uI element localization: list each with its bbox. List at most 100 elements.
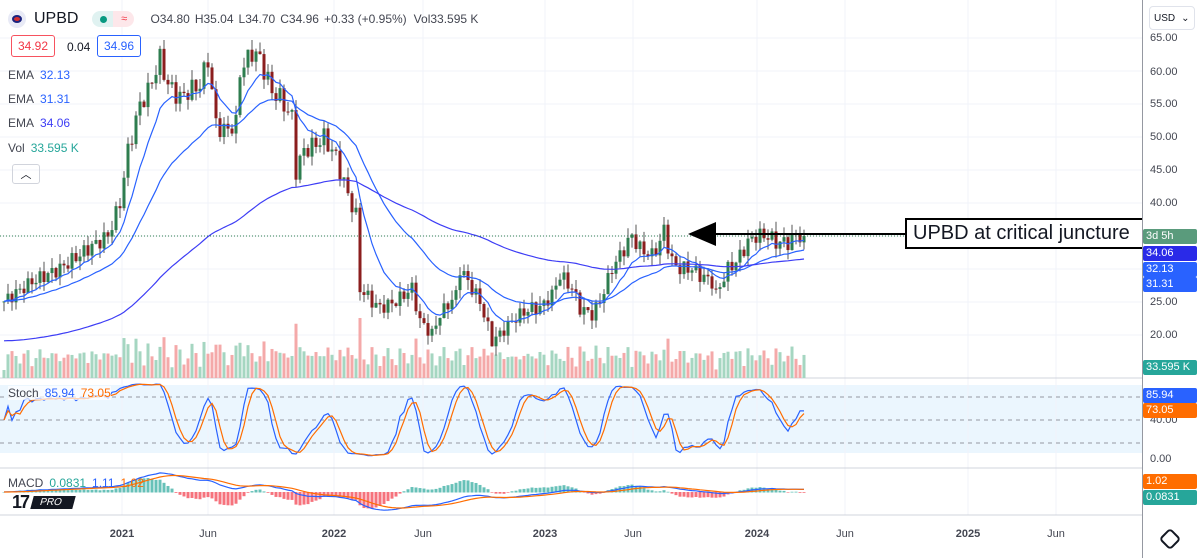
volume-bar (626, 347, 630, 378)
macd-histogram-bar (346, 492, 350, 499)
candle-body (390, 299, 394, 304)
volume-bar (378, 365, 382, 378)
chart-canvas[interactable] (0, 0, 1142, 558)
macd-histogram-bar (674, 492, 678, 496)
volume-bar (430, 353, 434, 378)
volume-bar (34, 358, 38, 378)
volume-bar (82, 352, 86, 378)
candle-body (194, 79, 198, 92)
macd-histogram-bar (134, 479, 138, 493)
candle-body (658, 240, 662, 256)
legend-ema-1[interactable]: EMA 32.13 (8, 68, 71, 82)
candle-body (506, 321, 510, 336)
candle-body (130, 143, 134, 145)
macd-histogram-bar (518, 489, 522, 493)
volume-bar (650, 351, 654, 378)
volume-bar (234, 345, 238, 378)
macd-histogram-bar (426, 489, 430, 493)
macd-histogram-bar (254, 489, 258, 493)
macd-histogram-bar (366, 492, 370, 509)
volume-bar (122, 338, 126, 378)
candle-body (262, 54, 266, 80)
candle-body (294, 109, 298, 180)
macd-histogram-bar (774, 490, 778, 493)
sell-price-button[interactable]: 34.92 (11, 35, 56, 57)
volume-bar (14, 355, 18, 378)
macd-histogram-bar (706, 492, 710, 498)
volume-bar (54, 353, 58, 378)
candle-body (122, 177, 126, 209)
tradingview-logo[interactable]: 17 PRO (12, 492, 76, 513)
candle-body (418, 311, 422, 319)
volume-bar (370, 347, 374, 378)
candle-body (766, 238, 770, 240)
macd-histogram-bar (126, 482, 130, 493)
volume-bar (554, 353, 558, 378)
candle-body (694, 265, 698, 271)
volume-bar (282, 353, 286, 378)
market-open-icon (99, 15, 107, 23)
legend-ema-3[interactable]: EMA 34.06 (8, 116, 71, 130)
macd-histogram-bar (262, 491, 266, 493)
ema1-badge: 32.13 (1143, 262, 1197, 277)
legend-volume[interactable]: Vol 33.595 K (8, 141, 79, 155)
legend-stoch[interactable]: Stoch 85.94 73.05 (8, 386, 111, 400)
macd-histogram-bar (778, 490, 782, 493)
candle-body (118, 206, 122, 209)
macd-histogram-bar (786, 492, 790, 493)
time-tick: 2023 (532, 528, 558, 540)
volume-bar (570, 357, 574, 378)
legend-ema-2[interactable]: EMA 31.31 (8, 92, 71, 106)
volume-bar (338, 349, 342, 378)
macd-histogram-bar (666, 491, 670, 493)
market-status[interactable]: ≈ (92, 11, 135, 27)
candle-body (342, 177, 346, 180)
macd-histogram-bar (402, 491, 406, 493)
volume-bar (262, 341, 266, 378)
candle-body (202, 62, 206, 89)
candle-body (438, 317, 442, 326)
macd-histogram-bar (178, 492, 182, 495)
macd-histogram-bar (486, 489, 490, 493)
candle-body (522, 308, 526, 316)
symbol-name[interactable]: UPBD (34, 10, 79, 27)
macd-histogram-bar (210, 492, 214, 499)
candle-body (638, 241, 642, 250)
ohlc-volume: Vol33.595 K (413, 12, 479, 26)
candle-body (798, 234, 802, 243)
macd-histogram-bar (490, 492, 494, 493)
macd-histogram-bar (438, 487, 442, 493)
currency-select[interactable]: USD ⌄ (1149, 6, 1195, 30)
collapse-legend-button[interactable]: ︿ (12, 164, 40, 184)
candle-body (86, 245, 90, 256)
candle-body (14, 289, 18, 303)
candle-body (466, 271, 470, 281)
legend-macd[interactable]: MACD 0.0831 1.11 1.02 (8, 476, 144, 490)
ema-line-1 (3, 73, 805, 323)
volume-bar (74, 358, 78, 378)
macd-histogram-bar (558, 485, 562, 493)
volume-bar (154, 360, 158, 378)
candle-body (162, 48, 166, 80)
macd-histogram-bar (686, 492, 690, 498)
macd-histogram-bar (334, 492, 338, 496)
price-tick: 40.00 (1150, 197, 1178, 209)
volume-bar (774, 348, 778, 378)
macd-histogram-bar (62, 489, 66, 493)
macd-histogram-bar (58, 489, 62, 493)
candle-body (482, 303, 486, 318)
candle-body (598, 302, 602, 304)
candle-body (142, 101, 146, 108)
candle-body (102, 232, 106, 249)
volume-bar (722, 352, 726, 378)
macd-histogram-bar (310, 492, 314, 502)
macd-histogram-bar (562, 485, 566, 493)
macd-histogram-bar (550, 486, 554, 493)
candle-body (410, 282, 414, 293)
buy-price-button[interactable]: 34.96 (97, 35, 142, 57)
volume-bar (738, 351, 742, 378)
time-tick: Jun (1047, 528, 1065, 540)
candle-body (614, 261, 618, 274)
annotation-callout[interactable]: UPBD at critical juncture (905, 218, 1147, 249)
volume-bar (690, 357, 694, 378)
